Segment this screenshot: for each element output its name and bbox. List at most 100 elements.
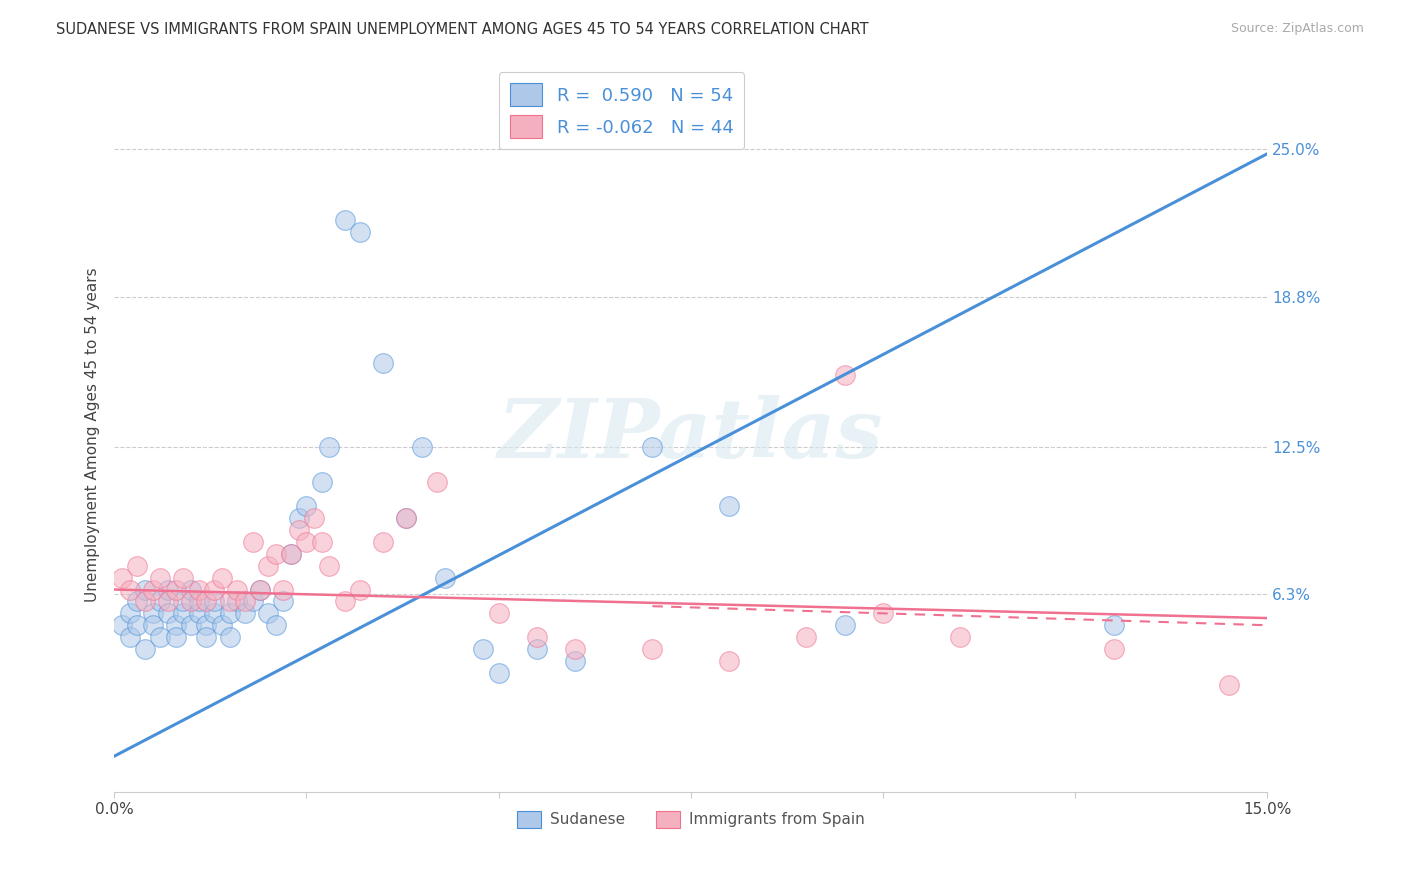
Point bbox=[118, 607, 141, 621]
Point bbox=[1218, 678, 1240, 692]
Point bbox=[526, 642, 548, 657]
Point bbox=[794, 630, 817, 644]
Point bbox=[165, 618, 187, 632]
Point bbox=[142, 582, 165, 597]
Point bbox=[149, 594, 172, 608]
Point bbox=[273, 594, 295, 608]
Point bbox=[134, 582, 156, 597]
Point bbox=[226, 582, 249, 597]
Point bbox=[187, 607, 209, 621]
Point bbox=[349, 225, 371, 239]
Point bbox=[195, 594, 218, 608]
Point bbox=[488, 607, 510, 621]
Point bbox=[488, 665, 510, 680]
Point bbox=[156, 607, 179, 621]
Point bbox=[211, 571, 233, 585]
Point bbox=[134, 594, 156, 608]
Point bbox=[156, 594, 179, 608]
Point bbox=[195, 630, 218, 644]
Point bbox=[302, 511, 325, 525]
Point bbox=[257, 607, 280, 621]
Point bbox=[242, 594, 264, 608]
Point bbox=[949, 630, 972, 644]
Point bbox=[249, 582, 271, 597]
Point bbox=[1102, 642, 1125, 657]
Point bbox=[165, 582, 187, 597]
Point bbox=[280, 547, 302, 561]
Point bbox=[156, 582, 179, 597]
Point bbox=[111, 571, 134, 585]
Point bbox=[180, 618, 202, 632]
Legend: Sudanese, Immigrants from Spain: Sudanese, Immigrants from Spain bbox=[510, 805, 872, 834]
Point bbox=[218, 594, 240, 608]
Point bbox=[295, 534, 318, 549]
Point bbox=[718, 499, 741, 513]
Point bbox=[165, 630, 187, 644]
Point bbox=[718, 654, 741, 668]
Point bbox=[472, 642, 495, 657]
Point bbox=[872, 607, 894, 621]
Point bbox=[149, 630, 172, 644]
Point bbox=[333, 213, 356, 227]
Point bbox=[202, 582, 225, 597]
Point bbox=[333, 594, 356, 608]
Point bbox=[172, 571, 194, 585]
Point bbox=[211, 618, 233, 632]
Point bbox=[242, 534, 264, 549]
Point bbox=[127, 594, 149, 608]
Point bbox=[195, 618, 218, 632]
Point bbox=[287, 511, 309, 525]
Point bbox=[233, 607, 256, 621]
Text: ZIPatlas: ZIPatlas bbox=[498, 394, 883, 475]
Point bbox=[433, 571, 456, 585]
Point bbox=[641, 440, 664, 454]
Point bbox=[395, 511, 418, 525]
Point bbox=[127, 618, 149, 632]
Point bbox=[172, 607, 194, 621]
Point bbox=[180, 594, 202, 608]
Point bbox=[318, 558, 340, 573]
Point bbox=[218, 607, 240, 621]
Point bbox=[218, 630, 240, 644]
Point bbox=[118, 630, 141, 644]
Point bbox=[187, 582, 209, 597]
Point bbox=[118, 582, 141, 597]
Text: SUDANESE VS IMMIGRANTS FROM SPAIN UNEMPLOYMENT AMONG AGES 45 TO 54 YEARS CORRELA: SUDANESE VS IMMIGRANTS FROM SPAIN UNEMPL… bbox=[56, 22, 869, 37]
Point bbox=[564, 654, 586, 668]
Y-axis label: Unemployment Among Ages 45 to 54 years: Unemployment Among Ages 45 to 54 years bbox=[86, 268, 100, 602]
Point bbox=[273, 582, 295, 597]
Point bbox=[318, 440, 340, 454]
Point bbox=[395, 511, 418, 525]
Point bbox=[1102, 618, 1125, 632]
Point bbox=[264, 547, 287, 561]
Point bbox=[257, 558, 280, 573]
Point bbox=[142, 607, 165, 621]
Point bbox=[226, 594, 249, 608]
Point bbox=[187, 594, 209, 608]
Point bbox=[834, 368, 856, 383]
Text: Source: ZipAtlas.com: Source: ZipAtlas.com bbox=[1230, 22, 1364, 36]
Point bbox=[127, 558, 149, 573]
Point bbox=[249, 582, 271, 597]
Point bbox=[149, 571, 172, 585]
Point bbox=[311, 534, 333, 549]
Point bbox=[264, 618, 287, 632]
Point bbox=[349, 582, 371, 597]
Point bbox=[373, 356, 395, 370]
Point bbox=[180, 582, 202, 597]
Point bbox=[426, 475, 449, 490]
Point bbox=[295, 499, 318, 513]
Point bbox=[142, 618, 165, 632]
Point bbox=[202, 594, 225, 608]
Point bbox=[233, 594, 256, 608]
Point bbox=[526, 630, 548, 644]
Point bbox=[641, 642, 664, 657]
Point bbox=[287, 523, 309, 537]
Point bbox=[172, 594, 194, 608]
Point bbox=[111, 618, 134, 632]
Point bbox=[134, 642, 156, 657]
Point bbox=[411, 440, 433, 454]
Point bbox=[311, 475, 333, 490]
Point bbox=[202, 607, 225, 621]
Point bbox=[280, 547, 302, 561]
